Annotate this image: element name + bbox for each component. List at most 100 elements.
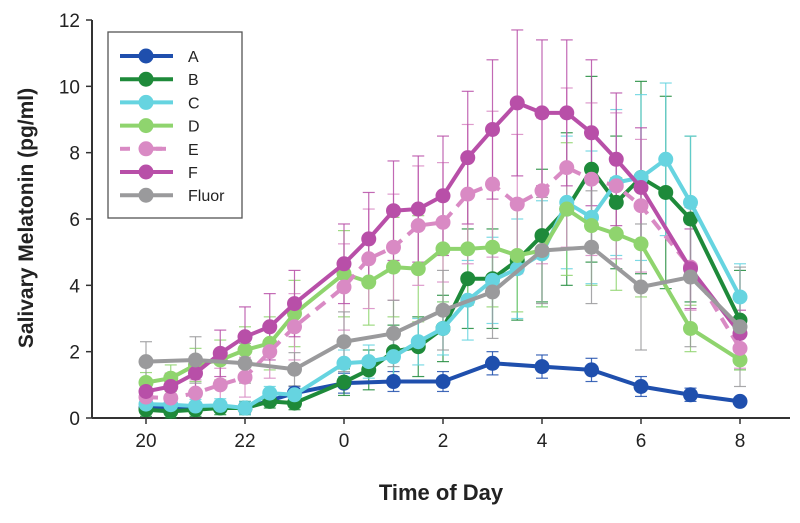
data-point-E	[163, 390, 179, 406]
data-point-F	[608, 151, 624, 167]
data-point-D	[584, 218, 599, 234]
data-point-B	[683, 211, 698, 227]
y-tick-label: 0	[69, 409, 80, 430]
data-point-F	[163, 378, 179, 394]
data-point-D	[386, 259, 401, 275]
data-point-Fluor	[237, 355, 253, 371]
data-point-A	[485, 355, 500, 371]
data-point-F	[212, 345, 228, 361]
x-tick-label: 22	[234, 431, 255, 452]
data-point-Fluor	[534, 243, 550, 259]
x-tick-label: 8	[735, 431, 746, 452]
data-point-F	[361, 231, 377, 247]
y-tick-label: 12	[59, 11, 80, 32]
series-line-F	[145, 100, 742, 394]
data-point-A	[584, 362, 599, 378]
x-tick-label: 4	[537, 431, 548, 452]
data-point-C	[212, 397, 228, 413]
legend-swatch-marker	[138, 94, 154, 110]
data-point-C	[435, 320, 451, 336]
data-point-D	[237, 342, 253, 358]
data-point-Fluor	[485, 284, 500, 300]
data-point-E	[485, 176, 500, 192]
data-point-Fluor	[386, 325, 401, 341]
data-point-D	[633, 236, 649, 252]
data-point-E	[633, 198, 649, 214]
legend-swatch-marker	[138, 118, 154, 134]
data-point-A	[683, 387, 698, 403]
data-point-F	[509, 95, 525, 111]
data-point-F	[485, 121, 500, 137]
data-point-Fluor	[287, 361, 302, 377]
data-point-E	[386, 239, 401, 255]
data-point-F	[534, 105, 550, 121]
series-lines	[138, 95, 748, 419]
y-tick-label: 6	[69, 210, 80, 231]
series-Fluor	[138, 239, 748, 377]
data-point-F	[410, 201, 426, 217]
data-point-B	[460, 271, 476, 287]
legend-swatch-marker	[138, 71, 154, 87]
data-point-D	[509, 247, 525, 263]
series-line-E	[145, 165, 742, 401]
data-point-C	[485, 272, 500, 288]
data-point-C	[188, 398, 203, 414]
data-point-F	[237, 329, 253, 345]
x-tick-label: 2	[438, 431, 449, 452]
y-tick-label: 2	[69, 343, 80, 364]
x-tick-label: 6	[636, 431, 647, 452]
data-point-F	[386, 203, 401, 219]
data-point-D	[683, 320, 698, 336]
data-point-F	[460, 150, 476, 166]
data-point-F	[584, 125, 599, 141]
legend-item-F: F	[120, 164, 198, 182]
data-point-E	[287, 319, 302, 335]
data-point-Fluor	[188, 352, 203, 368]
data-point-D	[410, 261, 426, 277]
legend-label: E	[188, 142, 199, 159]
data-point-A	[386, 374, 401, 390]
x-tick-label: 0	[339, 431, 350, 452]
data-point-F	[559, 105, 575, 121]
data-point-D	[608, 226, 624, 242]
data-point-Fluor	[732, 319, 748, 335]
legend-item-D: D	[120, 118, 200, 136]
data-point-C	[732, 289, 748, 305]
legend-swatch-marker	[138, 164, 154, 180]
legend-label: D	[188, 119, 200, 136]
data-point-C	[410, 334, 426, 350]
data-point-C	[262, 385, 278, 401]
data-point-A	[435, 374, 451, 390]
data-point-E	[534, 183, 550, 199]
data-point-A	[633, 378, 649, 394]
data-point-Fluor	[633, 279, 649, 295]
data-point-D	[361, 274, 377, 290]
y-axis-label: Salivary Melatonin (pg/ml)	[15, 88, 38, 348]
series-F	[138, 95, 748, 399]
x-tick-label: 20	[135, 431, 156, 452]
data-point-F	[188, 365, 203, 381]
legend-label: A	[188, 49, 199, 66]
data-point-B	[608, 194, 624, 210]
data-point-Fluor	[584, 239, 599, 255]
data-point-F	[287, 296, 302, 312]
data-point-D	[732, 352, 748, 368]
data-point-A	[732, 393, 748, 409]
data-point-D	[460, 241, 476, 257]
data-point-E	[361, 251, 377, 267]
legend-label: Fluor	[188, 188, 225, 205]
data-point-C	[287, 387, 302, 403]
legend-item-E: E	[120, 141, 199, 159]
data-point-D	[559, 201, 575, 217]
y-tick-label: 8	[69, 144, 80, 165]
legend-swatch-marker	[138, 187, 154, 203]
data-point-C	[237, 400, 253, 416]
data-point-Fluor	[138, 354, 154, 370]
data-point-E	[584, 171, 599, 187]
data-point-C	[336, 355, 352, 371]
legend-swatch-marker	[138, 48, 154, 64]
data-point-B	[658, 184, 674, 200]
legend-label: F	[188, 165, 198, 182]
